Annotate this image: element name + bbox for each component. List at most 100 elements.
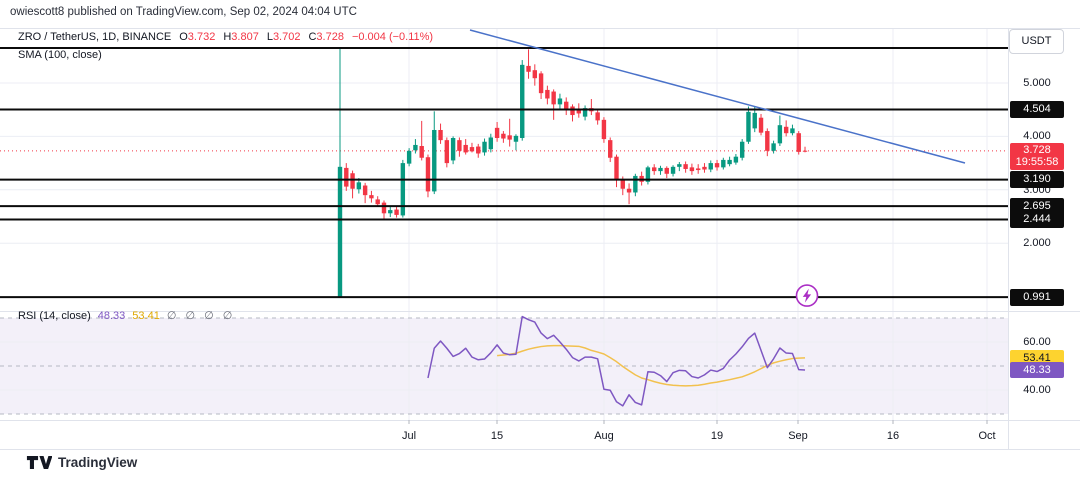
candle-body [620,179,625,189]
candle-body [777,125,783,144]
price-grid-label: 5.000 [1023,77,1051,89]
time-axis-label: 16 [886,430,900,442]
price-grid-label: 4.000 [1023,130,1051,143]
candle-body [746,111,751,142]
candle-body [388,210,393,214]
candle-body [513,135,519,142]
candle-body [557,98,563,105]
lightning-bolt [802,288,812,303]
rsi-empty-values: ∅ ∅ ∅ ∅ [166,310,236,322]
candle-body [425,157,431,192]
rsi-line [427,315,806,407]
price-level-label: 0.991 [1010,288,1064,306]
rsi-value: 48.33 [97,310,126,322]
candle-body [582,108,588,117]
price-change: −0.004 (−0.11%) [351,31,434,43]
candle-body [432,129,437,192]
ohlc-l-value: L3.702 [266,31,301,43]
candle-body [444,140,450,164]
candle-body [695,168,701,171]
bar-countdown: 19:55:58 [1015,156,1059,169]
candle-body [614,156,619,180]
ohlc-o-value: O3.732 [179,31,216,43]
candle-body [708,163,713,170]
candle-body [337,166,343,297]
candle-body [457,140,462,151]
time-axis-label: Oct [978,430,996,442]
candle-body [626,188,632,193]
candle-body [526,65,531,72]
time-axis-label: Jul [401,430,417,442]
candle-body [551,91,556,105]
price-level-label: 2.444 [1010,210,1064,228]
candle-body [564,101,569,111]
time-axis-label: 19 [710,430,724,442]
rsi-grid-label: 60.00 [1023,336,1051,348]
price-grid-label: 2.000 [1023,237,1051,250]
candle-body [494,127,500,139]
candle-body [469,147,475,152]
currency-toggle-button[interactable]: USDT [1009,29,1064,54]
candle-body [601,119,607,140]
candle-body [765,131,770,151]
time-axis-label: Aug [594,430,614,442]
candle-body [381,202,387,214]
rsi-title: RSI (14, close) [18,310,91,322]
candle-body [721,159,726,168]
candle-body [677,164,682,167]
ohlc-h-value: H3.807 [223,31,259,43]
candle-body [520,64,525,139]
candle-body [406,150,412,164]
rsi-ma-value: 53.41 [132,310,160,322]
candle-body [532,70,538,79]
candle-body [645,167,651,182]
tradingview-logo-icon [26,456,52,469]
candle-body [450,138,456,161]
candle-body [369,195,374,199]
candle-body [714,163,720,168]
candle-body [356,182,362,190]
candle-body [670,166,676,174]
symbol-title: ZRO / TetherUS, 1D, BINANCE [18,31,172,43]
current-price-label: 3.728 19:55:58 [1010,142,1064,170]
price-level-label: 2.695 [1010,197,1064,215]
candle-body [362,185,368,196]
candle-body [438,129,443,141]
candle-body [658,167,663,172]
candle-body [790,128,795,134]
current-price-value: 3.728 [1023,143,1051,156]
attribution-text: owiescott8 published on TradingView.com,… [10,6,357,18]
candle-body [689,167,695,172]
trendline [469,29,966,164]
sma-legend[interactable]: SMA (100, close) [18,49,102,61]
candle-body [796,133,801,152]
price-level-label: 3.190 [1010,171,1064,189]
candle-body [664,167,669,174]
ohlc-c-value: C3.728 [308,31,344,43]
candle-body [576,110,581,114]
candle-body [488,137,494,150]
candle-body [507,135,512,140]
candle-body [350,173,355,189]
symbol-legend[interactable]: ZRO / TetherUS, 1D, BINANCE O3.732 H3.807 L… [18,31,433,43]
candle-body [400,163,406,216]
time-axis-label: 15 [490,430,504,442]
candle-body [702,166,707,170]
rsi-value-label: 48.33 [1010,362,1064,378]
candle-body [538,73,544,94]
candle-body [463,144,468,153]
candle-body [394,209,399,215]
candle-body [802,150,808,152]
candle-body [545,89,550,99]
candle-body [608,140,613,158]
candle-body [476,146,481,154]
time-axis-label: Sep [788,430,808,442]
tradingview-logo[interactable]: TradingView [26,455,137,470]
rsi-legend[interactable]: RSI (14, close) 48.33 53.41 ∅ ∅ ∅ ∅ [18,309,235,322]
candle-body [344,167,349,187]
candle-body [419,146,424,158]
candle-body [633,175,638,193]
candle-body [739,141,745,158]
